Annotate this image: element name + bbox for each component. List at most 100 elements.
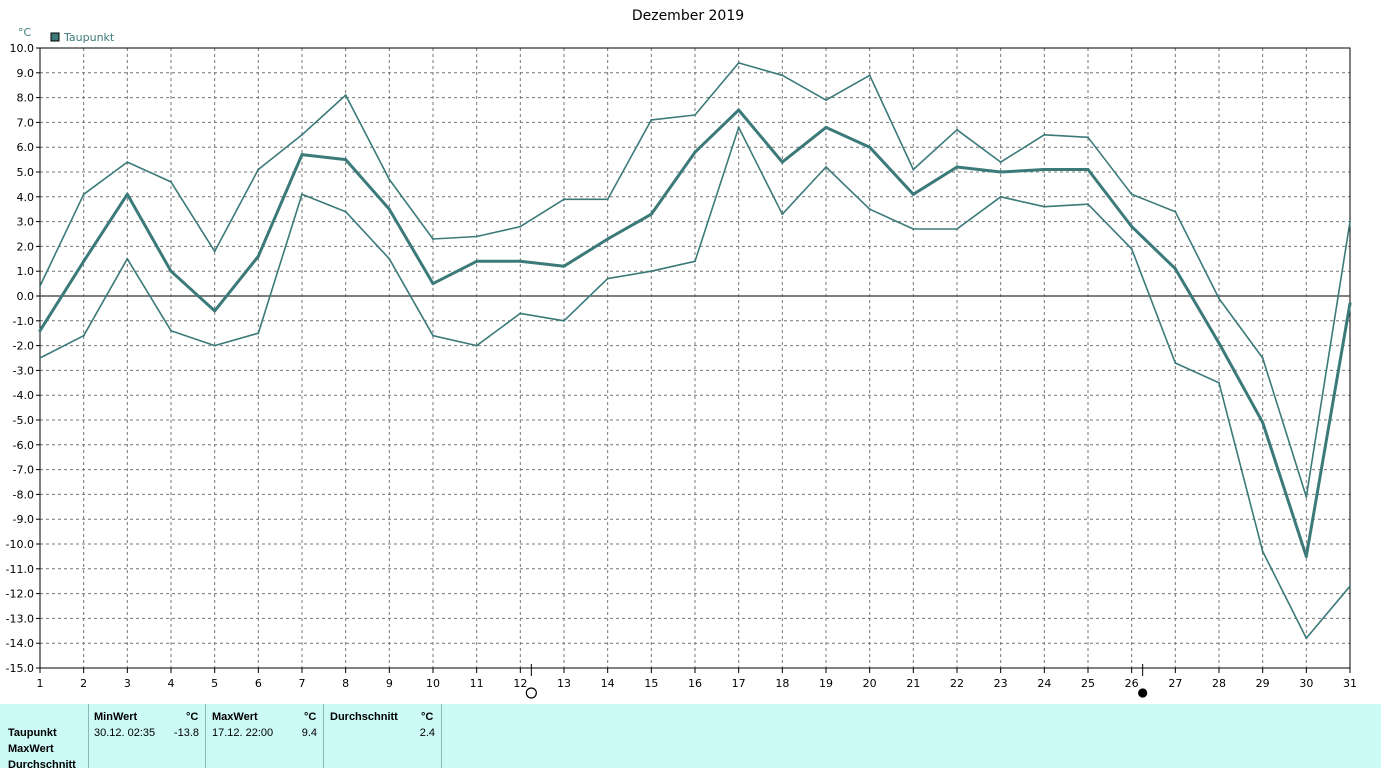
y-tick-label: 0.0 (17, 290, 35, 303)
data-point-avg (606, 237, 610, 241)
y-tick-label: 9.0 (17, 67, 35, 80)
data-point-min (519, 312, 522, 315)
x-tick-label: 27 (1168, 677, 1182, 690)
axes (36, 47, 1351, 673)
data-point-min (1305, 637, 1308, 640)
stats-separator (205, 704, 206, 768)
legend-swatch (50, 32, 60, 42)
data-point-max (606, 198, 609, 201)
data-point-max (737, 61, 740, 64)
x-tick-label: 2 (80, 677, 87, 690)
data-point-min (606, 277, 609, 280)
x-tick-label: 12 (513, 677, 527, 690)
chart: Dezember 2019 °C Taupunkt 10.09.08.07.06… (6, 8, 1357, 699)
avg-header: Durchschnitt (330, 711, 398, 723)
data-point-max (257, 168, 260, 171)
data-point-avg (1086, 168, 1090, 172)
data-point-avg (518, 259, 522, 263)
y-tick-label: 2.0 (17, 240, 35, 253)
avg-value: 2.4 (419, 727, 435, 739)
data-point-avg (475, 259, 479, 263)
data-point-min (694, 260, 696, 263)
data-point-avg (693, 150, 697, 154)
data-point-max (213, 250, 216, 253)
data-point-min (912, 228, 915, 231)
x-tick-label: 7 (299, 677, 306, 690)
x-tick-label: 23 (994, 677, 1008, 690)
y-axis-unit-label: °C (18, 26, 32, 39)
data-point-max (868, 74, 871, 77)
x-tick-label: 9 (386, 677, 393, 690)
x-tick-label: 5 (211, 677, 218, 690)
data-point-max (82, 193, 85, 196)
y-tick-label: 7.0 (17, 116, 35, 129)
data-point-avg (431, 282, 435, 286)
full-moon-icon (525, 687, 537, 699)
x-tick-label: 11 (470, 677, 484, 690)
min-header: MinWert (94, 711, 138, 723)
data-point-min (213, 344, 216, 347)
series (38, 61, 1352, 640)
y-tick-label: 4.0 (17, 191, 35, 204)
data-point-max (694, 113, 696, 116)
data-point-min (1174, 361, 1177, 364)
data-point-max (1218, 297, 1220, 300)
x-tick-label: 13 (557, 677, 571, 690)
x-tick-label: 15 (644, 677, 658, 690)
data-point-max (432, 237, 434, 240)
x-tick-label: 26 (1125, 677, 1139, 690)
data-point-max (1261, 357, 1264, 359)
data-point-min (1043, 205, 1046, 208)
y-tick-label: -6.0 (13, 439, 34, 452)
data-point-avg (387, 207, 391, 211)
data-point-min (956, 228, 958, 231)
data-point-min (82, 334, 85, 337)
data-point-min (432, 334, 434, 337)
data-point-min (1087, 203, 1089, 206)
y-tick-label: -13.0 (6, 612, 34, 625)
data-point-min (475, 344, 478, 347)
data-point-avg (82, 259, 86, 263)
x-tick-label: 19 (819, 677, 833, 690)
data-point-avg (125, 192, 129, 196)
chart-title: Dezember 2019 (632, 8, 744, 24)
x-tick-label: 6 (255, 677, 262, 690)
data-point-max (781, 74, 784, 77)
y-tick-label: -7.0 (13, 464, 34, 477)
data-point-avg (213, 309, 217, 313)
data-point-avg (955, 165, 959, 169)
data-point-avg (256, 254, 260, 258)
new-moon-icon (1138, 688, 1148, 698)
row-label-maxwert: MaxWert (8, 743, 54, 755)
y-tick-label: -8.0 (13, 488, 34, 501)
avg-unit: °C (421, 711, 434, 723)
legend-label: Taupunkt (63, 31, 115, 44)
data-point-min (868, 208, 871, 211)
stats-separator (88, 704, 89, 768)
data-point-avg (38, 329, 42, 333)
data-point-avg (911, 192, 915, 196)
x-tick-label: 1 (37, 677, 44, 690)
y-tick-label: -12.0 (6, 588, 34, 601)
y-tick-label: 10.0 (10, 42, 35, 55)
y-tick-label: -14.0 (6, 637, 34, 650)
data-point-avg (169, 269, 173, 273)
data-point-max (170, 180, 172, 183)
data-point-max (1130, 193, 1133, 196)
data-point-max (1174, 210, 1177, 213)
data-point-max (999, 161, 1002, 164)
x-tick-label: 21 (906, 677, 920, 690)
y-tick-label: 5.0 (17, 166, 35, 179)
data-point-max (301, 133, 303, 136)
x-tick-label: 4 (168, 677, 175, 690)
moon-phases (525, 664, 1148, 699)
x-tick-label: 16 (688, 677, 702, 690)
data-point-avg (737, 108, 741, 112)
data-point-avg (344, 158, 348, 162)
data-point-avg (1217, 341, 1221, 345)
y-tick-label: -11.0 (6, 563, 34, 576)
data-point-max (475, 235, 478, 238)
data-point-min (781, 213, 784, 216)
row-label-taupunkt: Taupunkt (8, 727, 57, 739)
data-point-max (825, 99, 827, 102)
